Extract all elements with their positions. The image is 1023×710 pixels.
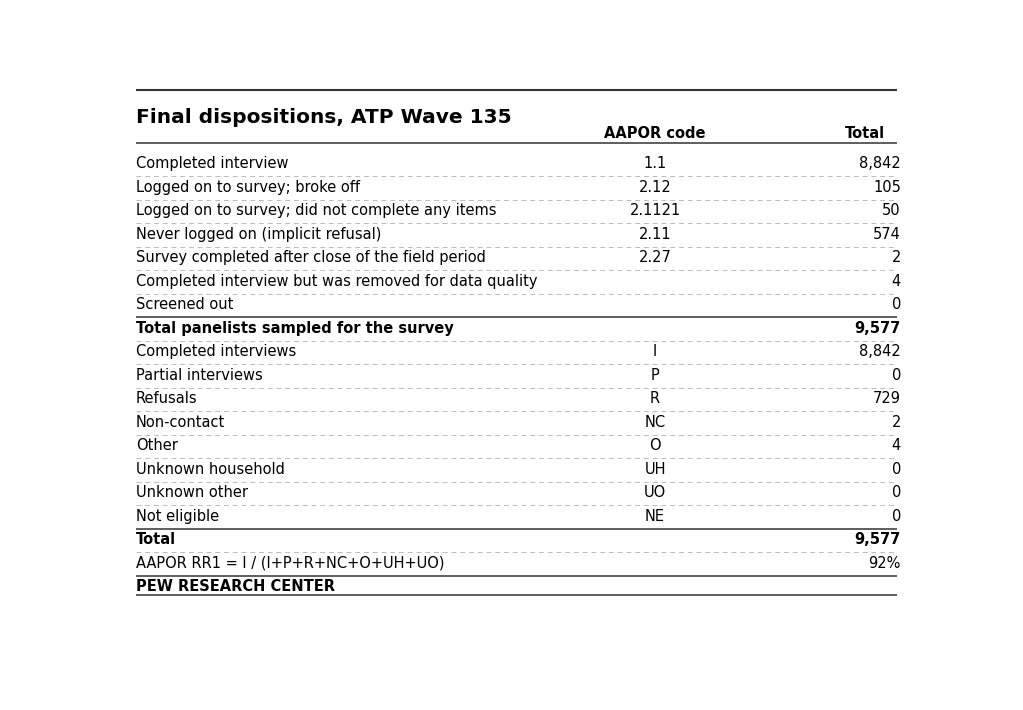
Text: UH: UH xyxy=(644,462,666,476)
Text: I: I xyxy=(653,344,657,359)
Text: Screened out: Screened out xyxy=(136,297,233,312)
Text: 8,842: 8,842 xyxy=(859,344,901,359)
Text: 2.27: 2.27 xyxy=(638,250,671,265)
Text: 2.1121: 2.1121 xyxy=(629,203,680,218)
Text: 0: 0 xyxy=(891,508,901,524)
Text: 105: 105 xyxy=(873,180,901,195)
Text: 2: 2 xyxy=(891,415,901,430)
Text: P: P xyxy=(651,368,660,383)
Text: AAPOR code: AAPOR code xyxy=(605,126,706,141)
Text: 9,577: 9,577 xyxy=(854,321,901,336)
Text: 2: 2 xyxy=(891,250,901,265)
Text: 0: 0 xyxy=(891,462,901,476)
Text: R: R xyxy=(650,391,660,406)
Text: 9,577: 9,577 xyxy=(854,532,901,547)
Text: Partial interviews: Partial interviews xyxy=(136,368,263,383)
Text: Logged on to survey; did not complete any items: Logged on to survey; did not complete an… xyxy=(136,203,496,218)
Text: UO: UO xyxy=(644,485,666,500)
Text: Logged on to survey; broke off: Logged on to survey; broke off xyxy=(136,180,360,195)
Text: 92%: 92% xyxy=(869,556,901,571)
Text: NE: NE xyxy=(646,508,665,524)
Text: Unknown household: Unknown household xyxy=(136,462,284,476)
Text: Unknown other: Unknown other xyxy=(136,485,248,500)
Text: 0: 0 xyxy=(891,485,901,500)
Text: Refusals: Refusals xyxy=(136,391,197,406)
Text: Other: Other xyxy=(136,438,178,453)
Text: 4: 4 xyxy=(892,438,901,453)
Text: 2.11: 2.11 xyxy=(638,226,671,241)
Text: Completed interview: Completed interview xyxy=(136,156,288,171)
Text: 50: 50 xyxy=(882,203,901,218)
Text: 729: 729 xyxy=(873,391,901,406)
Text: Total: Total xyxy=(136,532,176,547)
Text: Completed interviews: Completed interviews xyxy=(136,344,296,359)
Text: Survey completed after close of the field period: Survey completed after close of the fiel… xyxy=(136,250,486,265)
Text: 8,842: 8,842 xyxy=(859,156,901,171)
Text: 0: 0 xyxy=(891,297,901,312)
Text: Non-contact: Non-contact xyxy=(136,415,225,430)
Text: NC: NC xyxy=(644,415,666,430)
Text: O: O xyxy=(650,438,661,453)
Text: 0: 0 xyxy=(891,368,901,383)
Text: Total: Total xyxy=(845,126,885,141)
Text: PEW RESEARCH CENTER: PEW RESEARCH CENTER xyxy=(136,579,335,594)
Text: 4: 4 xyxy=(892,273,901,288)
Text: Total panelists sampled for the survey: Total panelists sampled for the survey xyxy=(136,321,453,336)
Text: 1.1: 1.1 xyxy=(643,156,667,171)
Text: Final dispositions, ATP Wave 135: Final dispositions, ATP Wave 135 xyxy=(136,108,512,127)
Text: 2.12: 2.12 xyxy=(638,180,671,195)
Text: 574: 574 xyxy=(873,226,901,241)
Text: Not eligible: Not eligible xyxy=(136,508,219,524)
Text: Never logged on (implicit refusal): Never logged on (implicit refusal) xyxy=(136,226,382,241)
Text: AAPOR RR1 = I / (I+P+R+NC+O+UH+UO): AAPOR RR1 = I / (I+P+R+NC+O+UH+UO) xyxy=(136,556,444,571)
Text: Completed interview but was removed for data quality: Completed interview but was removed for … xyxy=(136,273,537,288)
